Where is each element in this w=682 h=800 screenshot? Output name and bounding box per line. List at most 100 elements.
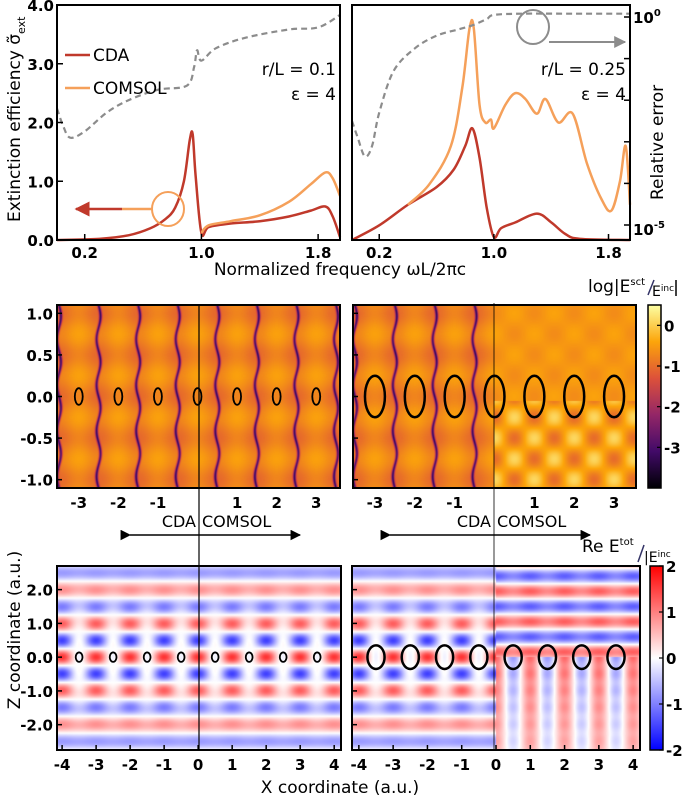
cylinder-outline	[483, 374, 506, 419]
x-tick-label: -1	[446, 494, 463, 512]
colorbar-gradient	[647, 304, 662, 489]
label-cda-left: CDA	[162, 512, 196, 531]
svg-text:Re Etot: Re Etot	[582, 537, 634, 557]
cylinder-outline	[74, 651, 84, 663]
y-tick-label: -1.0	[20, 472, 53, 490]
colorbar-re-total: 2 1 0 -1 -2	[649, 558, 682, 760]
cylinder-outline	[210, 651, 220, 663]
colorbar-tick-label: -2	[666, 742, 682, 760]
cylinder-outline	[312, 651, 322, 663]
svg-text:|Einc: |Einc	[644, 550, 671, 566]
y-tick-label: 2.0	[27, 115, 54, 133]
x-tick-label: -1	[453, 756, 470, 774]
cylinder-outline	[403, 374, 426, 419]
x-tick-label: 2	[261, 756, 271, 774]
cylinder-outline	[366, 644, 386, 671]
relative-error-line	[350, 12, 630, 158]
cylinder-outline	[153, 387, 163, 406]
y-tick-label: 0.0	[26, 649, 53, 667]
cylinder-outline	[434, 644, 455, 671]
cylinder-outline	[571, 644, 592, 671]
cbar1-main: log|E	[588, 277, 630, 297]
y-axis-title-extinction-main: Extinction efficiency σ̃	[5, 34, 25, 222]
x-tick-label: 3	[609, 494, 619, 512]
y-tick-label: 0.0	[27, 232, 54, 250]
y-tick-label: -0.5	[20, 430, 53, 448]
cylinder-outline	[192, 387, 203, 406]
x-tick-label: 1.8	[305, 244, 332, 262]
parameter-annotation: ε = 4	[291, 85, 336, 105]
y-tick-label: 2.0	[26, 582, 53, 600]
plot-frame	[351, 4, 631, 241]
x-tick-label: 2	[559, 756, 569, 774]
svg-text:log|Esct: log|Esct	[588, 277, 645, 297]
colorbar-tick-label: -1	[664, 358, 681, 376]
x-tick-label: 3	[295, 756, 305, 774]
cylinder-outline	[523, 374, 546, 419]
svg-text:Einc: Einc	[652, 284, 674, 300]
colorbar-tick-label: -1	[666, 696, 682, 714]
y2-tick-label: 100	[633, 8, 661, 27]
cbar2-den-sup: inc	[658, 550, 671, 560]
y-tick-label: 1.0	[26, 615, 53, 633]
cylinder-outline	[400, 644, 421, 671]
cylinder-outline	[606, 644, 626, 671]
x-tick-label: -2	[122, 756, 139, 774]
cylinder-outline	[113, 387, 124, 406]
label-cda-right: CDA	[457, 512, 491, 531]
colorbar-tick-label: 0	[664, 317, 674, 335]
method-divider-annotations: CDA COMSOL CDA COMSOL	[120, 303, 592, 750]
x-tick-label: 0	[193, 756, 203, 774]
x-tick-label: -1	[150, 494, 167, 512]
cylinder-outline	[503, 644, 523, 671]
colorbar-title-log-scattered: log|Esct Einc	[588, 277, 677, 300]
cbar1-den-sup: inc	[661, 284, 674, 294]
x-tick-label: -3	[70, 494, 87, 512]
cylinder-outline	[563, 374, 586, 419]
re-total-map-right: -4 -3 -2 -1 0 1 2 3 4	[351, 565, 641, 774]
cylinder-outline	[602, 374, 626, 419]
cda-line	[56, 130, 342, 242]
y-tick-label: 1.0	[27, 173, 54, 191]
log-field-image	[353, 305, 636, 488]
x-tick-label: -3	[88, 756, 105, 774]
x-tick-label: -2	[406, 494, 423, 512]
colorbar-log-scattered: 0 -1 -2 -3	[647, 304, 681, 489]
y-axis-title-extinction-sub: ext	[15, 16, 28, 34]
spectra-panels: 0.2 1.0 1.8 0.0 1.0 2.0 3.0 4.0 CDA COMSOL r/L = 0…	[27, 0, 665, 262]
cbar2-sup: tot	[620, 537, 634, 548]
x-tick-label: -1	[156, 756, 173, 774]
x-tick-label: 0.2	[366, 244, 393, 262]
parameter-annotation: ε = 4	[581, 85, 626, 105]
x-tick-label: -2	[110, 494, 127, 512]
colorbar-tick-label: -3	[664, 439, 681, 457]
log-scattered-map-left: -3 -2 -1 1 2 3 1.0 0.5 0.0 -0.5 -1.0	[20, 304, 341, 512]
x-tick-label: 1.0	[481, 244, 508, 262]
y-tick-label: 0.0	[26, 389, 53, 407]
cylinder-outline	[176, 651, 186, 663]
legend-cda-label: CDA	[93, 46, 130, 66]
cylinder-outline	[311, 387, 322, 406]
y-tick-label: -1.0	[20, 683, 53, 701]
spectrum-panel-left: 0.2 1.0 1.8 0.0 1.0 2.0 3.0 4.0 CDA COMSOL r/L = 0…	[27, 0, 342, 262]
spectrum-panel-right: 0.2 1.0 1.8 100 10-5 r/L = 0.25 ε = 4	[350, 4, 665, 262]
x-tick-label: -4	[54, 756, 71, 774]
cda-line	[351, 127, 631, 242]
cylinder-outline	[363, 374, 387, 419]
x-tick-label: 0.2	[71, 244, 98, 262]
x-tick-label: 0	[491, 756, 501, 774]
log-scattered-map-right: -3 -2 -1 1 2 3	[352, 304, 637, 512]
label-comsol-right: COMSOL	[497, 512, 566, 531]
x-axis-title-frequency: Normalized frequency ωL/2πc	[214, 260, 466, 280]
x-tick-label: -4	[351, 756, 368, 774]
cylinder-outline	[278, 651, 288, 663]
x-tick-label: 4	[329, 756, 339, 774]
y-tick-label: 4.0	[27, 0, 54, 15]
cylinder-outline	[443, 374, 466, 419]
axis-indicator-circle	[516, 9, 550, 45]
y-axis-title-z: Z coordinate (a.u.)	[5, 551, 25, 709]
re-total-map-left: -4 -3 -2 -1 0 1 2 3 4 2.0 1.0 0.0 -1.0 -2.0	[20, 565, 342, 774]
y-tick-label: 0.5	[26, 347, 53, 365]
colorbar-tick-label: 1	[666, 604, 676, 622]
